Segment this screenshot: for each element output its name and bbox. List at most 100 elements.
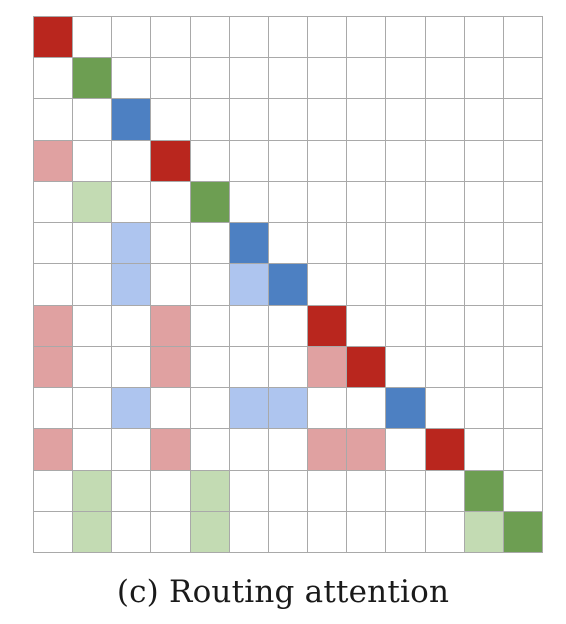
matrix-cell-empty: [308, 99, 348, 141]
matrix-cell-empty: [503, 223, 543, 265]
matrix-cell-empty: [190, 429, 230, 471]
matrix-cell-empty: [268, 223, 309, 265]
matrix-cell-empty: [425, 223, 465, 265]
matrix-cell-empty: [347, 470, 387, 512]
matrix-cell-empty: [503, 99, 543, 141]
matrix-cell-green: [503, 511, 543, 553]
matrix-cell-empty: [34, 181, 74, 224]
matrix-cell-empty: [73, 305, 113, 347]
matrix-cell-empty: [190, 264, 230, 306]
matrix-cell-empty: [308, 58, 348, 100]
matrix-cell-empty: [425, 264, 465, 306]
matrix-cell-empty: [464, 223, 504, 265]
matrix-cell-empty: [425, 17, 465, 59]
matrix-cell-empty: [503, 58, 543, 100]
matrix-cell-empty: [190, 346, 230, 389]
matrix-cell-empty: [151, 99, 191, 141]
matrix-cell-empty: [112, 140, 152, 182]
matrix-cell-empty: [112, 305, 152, 347]
matrix-cell-empty: [268, 346, 309, 389]
matrix-cell-empty: [386, 223, 426, 265]
matrix-cell-empty: [464, 140, 504, 182]
matrix-cell-red: [425, 429, 465, 471]
matrix-cell-empty: [73, 429, 113, 471]
matrix-cell-empty: [190, 58, 230, 100]
matrix-cell-empty: [308, 140, 348, 182]
matrix-cell-empty: [268, 470, 309, 512]
matrix-cell-empty: [386, 346, 426, 389]
matrix-cell-empty: [386, 181, 426, 224]
matrix-cell-empty: [425, 99, 465, 141]
matrix-cell-empty: [229, 58, 269, 100]
matrix-cell-empty: [425, 388, 465, 430]
matrix-cell-light-green: [73, 181, 113, 224]
matrix-cell-light-blue: [112, 388, 152, 430]
matrix-cell-empty: [347, 223, 387, 265]
matrix-cell-empty: [464, 346, 504, 389]
matrix-cell-empty: [151, 470, 191, 512]
matrix-cell-empty: [190, 140, 230, 182]
matrix-cell-empty: [34, 388, 74, 430]
matrix-cell-light-blue: [112, 223, 152, 265]
matrix-cell-blue: [112, 99, 152, 141]
matrix-cell-empty: [112, 58, 152, 100]
matrix-cell-empty: [386, 511, 426, 553]
matrix-cell-empty: [386, 17, 426, 59]
matrix-cell-empty: [386, 99, 426, 141]
matrix-cell-empty: [347, 511, 387, 553]
matrix-cell-empty: [425, 58, 465, 100]
matrix-cell-empty: [229, 346, 269, 389]
matrix-cell-empty: [503, 388, 543, 430]
matrix-cell-empty: [229, 140, 269, 182]
matrix-cell-empty: [425, 511, 465, 553]
matrix-cell-green: [464, 470, 504, 512]
matrix-cell-light-red: [34, 140, 74, 182]
matrix-cell-empty: [347, 17, 387, 59]
matrix-cell-empty: [268, 305, 309, 347]
matrix-cell-empty: [73, 346, 113, 389]
matrix-cell-empty: [386, 305, 426, 347]
matrix-cell-empty: [464, 99, 504, 141]
matrix-cell-empty: [425, 470, 465, 512]
matrix-cell-empty: [308, 264, 348, 306]
matrix-cell-empty: [347, 305, 387, 347]
matrix-cell-empty: [229, 429, 269, 471]
matrix-cell-empty: [112, 181, 152, 224]
matrix-cell-green: [73, 58, 113, 100]
matrix-cell-empty: [347, 99, 387, 141]
matrix-cell-empty: [464, 429, 504, 471]
matrix-cell-empty: [112, 511, 152, 553]
matrix-cell-empty: [34, 470, 74, 512]
matrix-cell-empty: [308, 470, 348, 512]
matrix-cell-empty: [268, 140, 309, 182]
matrix-cell-empty: [73, 140, 113, 182]
matrix-cell-empty: [464, 17, 504, 59]
matrix-cell-empty: [73, 17, 113, 59]
matrix-cell-empty: [229, 511, 269, 553]
matrix-cell-empty: [229, 17, 269, 59]
matrix-cell-empty: [347, 181, 387, 224]
matrix-cell-empty: [268, 429, 309, 471]
matrix-cell-empty: [268, 58, 309, 100]
matrix-cell-empty: [34, 264, 74, 306]
matrix-cell-empty: [464, 305, 504, 347]
matrix-cell-blue: [268, 264, 309, 306]
matrix-cell-empty: [34, 99, 74, 141]
matrix-cell-empty: [151, 223, 191, 265]
matrix-cell-empty: [229, 99, 269, 141]
matrix-cell-empty: [73, 223, 113, 265]
matrix-cell-empty: [503, 17, 543, 59]
matrix-cell-light-green: [464, 511, 504, 553]
matrix-cell-light-green: [73, 511, 113, 553]
matrix-cell-empty: [503, 305, 543, 347]
matrix-cell-empty: [151, 181, 191, 224]
matrix-cell-empty: [425, 305, 465, 347]
matrix-cell-empty: [464, 388, 504, 430]
matrix-cell-light-blue: [229, 264, 269, 306]
attention-matrix-grid: [33, 16, 543, 553]
matrix-cell-empty: [347, 388, 387, 430]
matrix-cell-light-green: [73, 470, 113, 512]
matrix-cell-red: [347, 346, 387, 389]
matrix-cell-light-red: [308, 429, 348, 471]
matrix-cell-light-red: [34, 305, 74, 347]
